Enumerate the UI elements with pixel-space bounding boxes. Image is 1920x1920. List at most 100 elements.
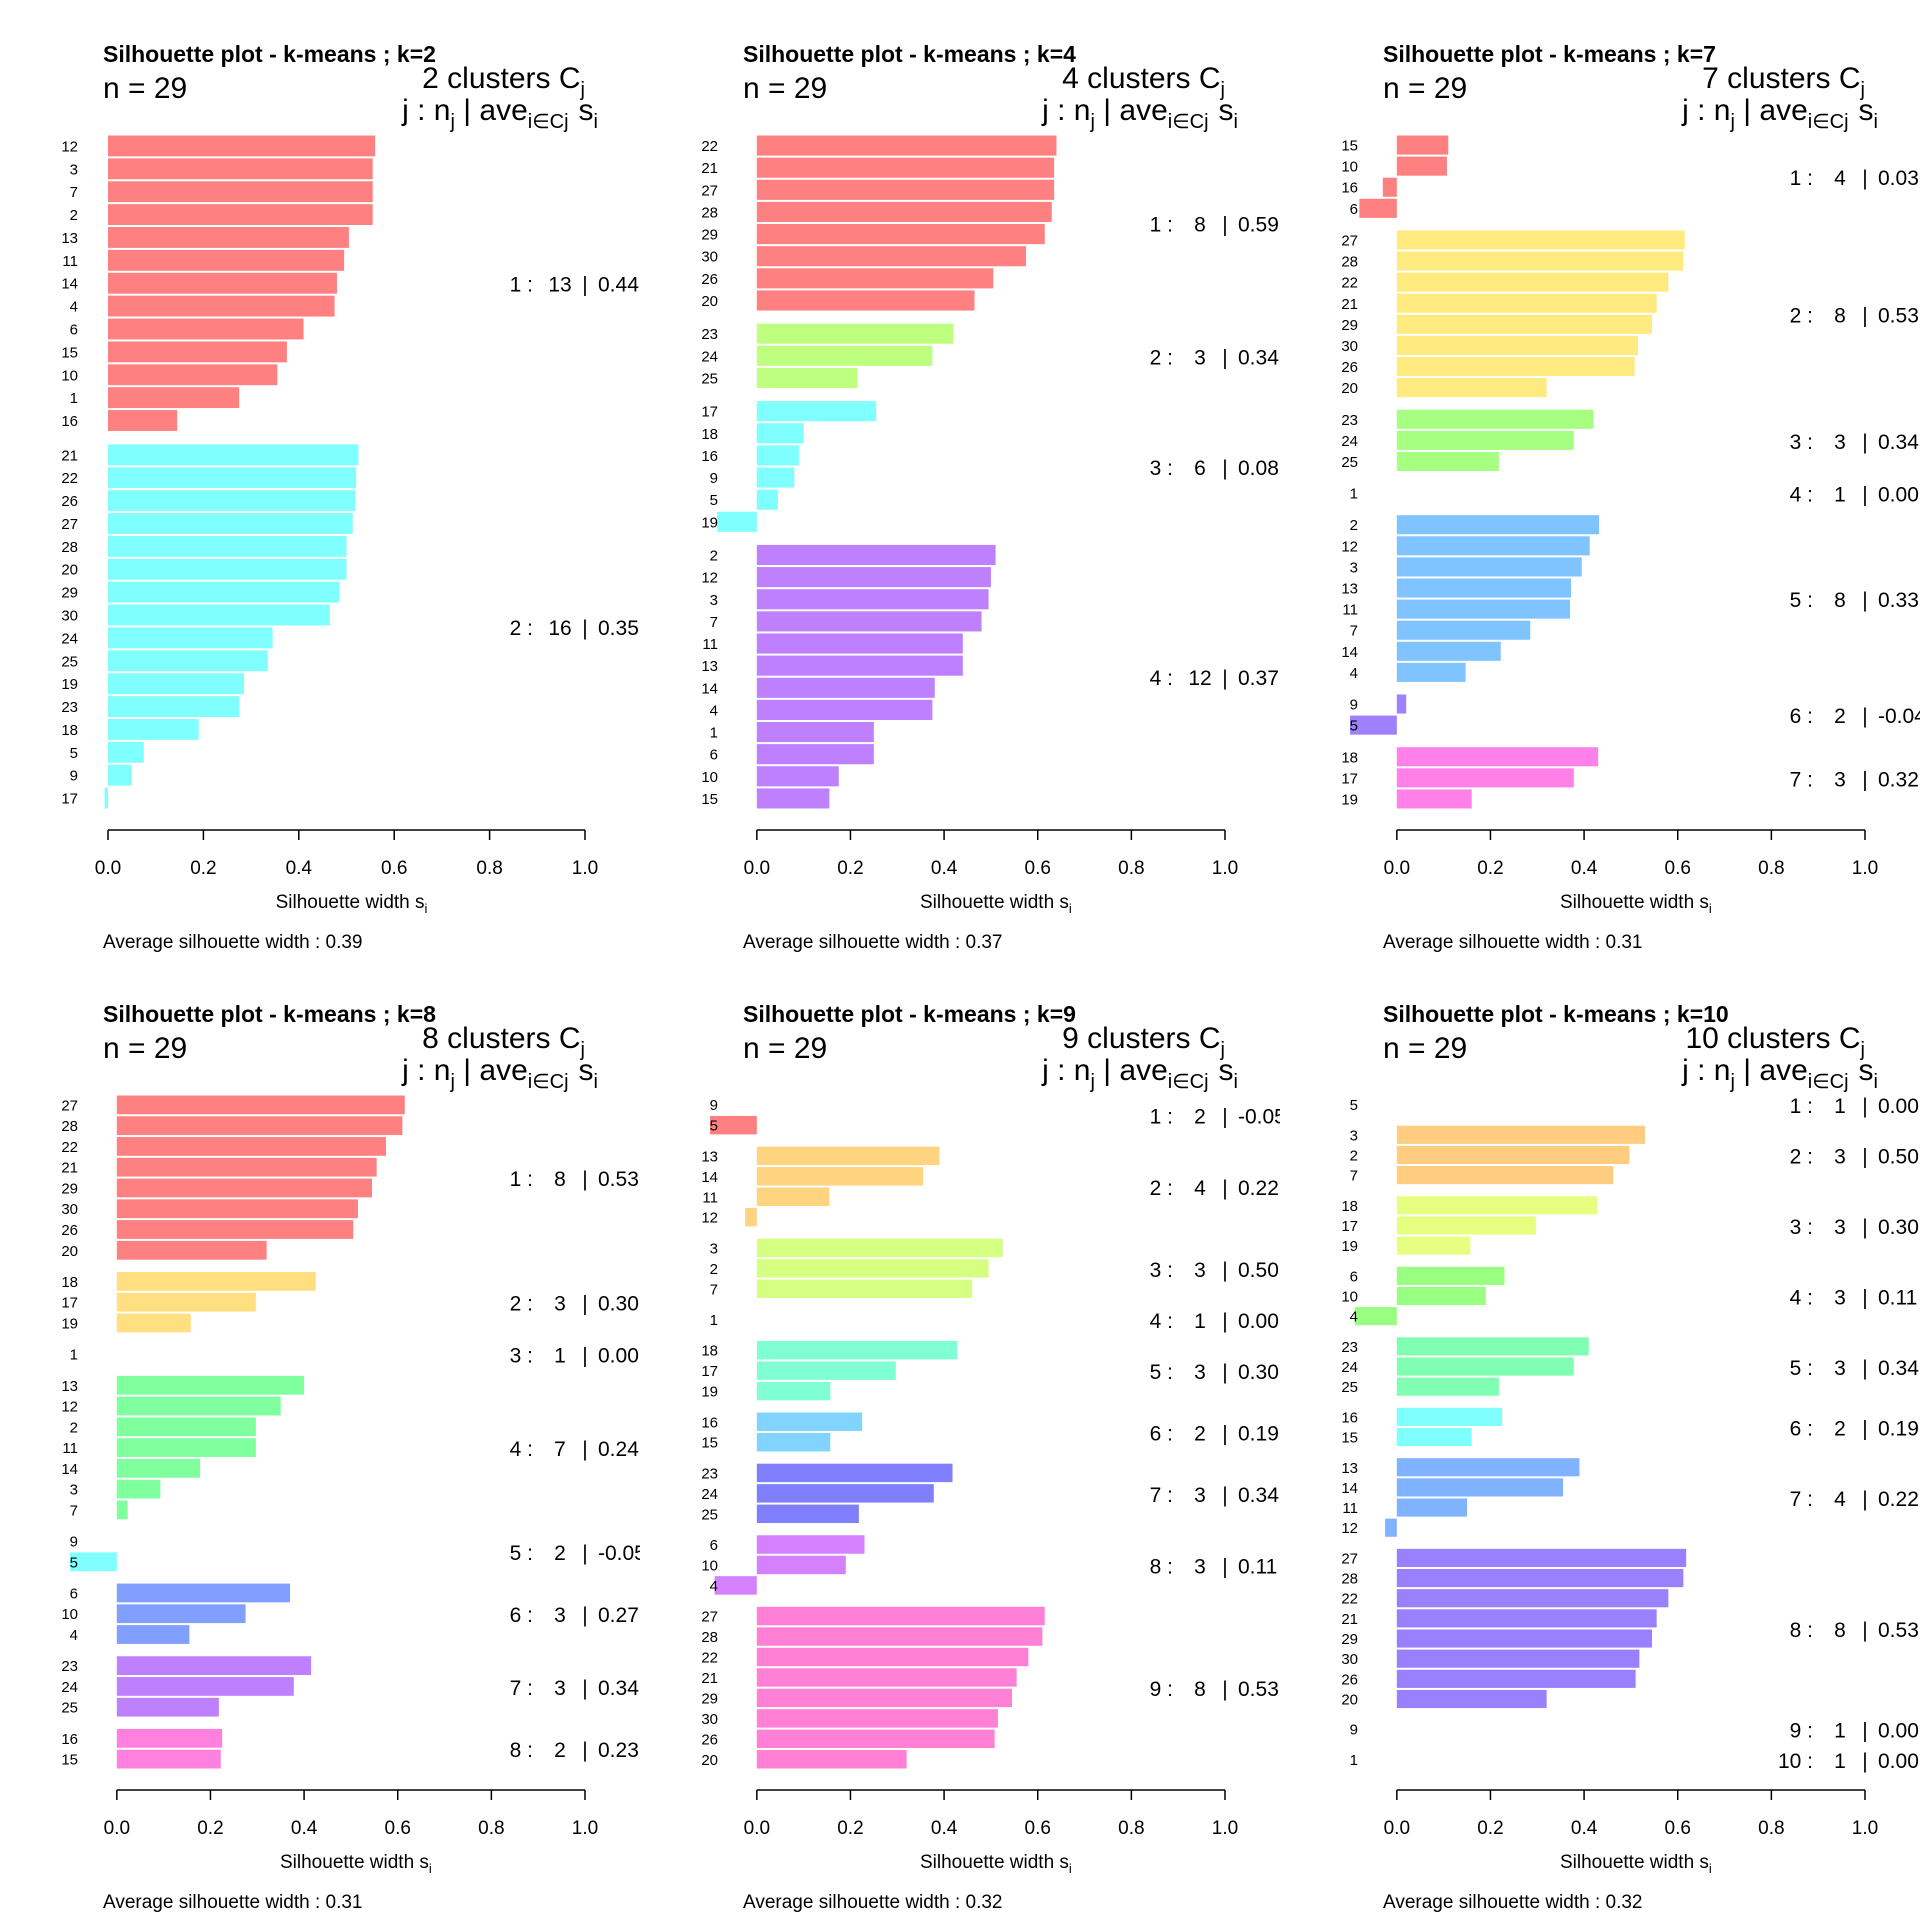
observation-label: 20 [1341, 1691, 1358, 1708]
cluster-separator: | [1222, 214, 1227, 237]
cluster-size: 8 [1834, 589, 1846, 612]
cluster-index: 2 : [1790, 304, 1813, 327]
silhouette-bar [1396, 1649, 1640, 1668]
silhouette-bar [756, 744, 874, 765]
x-tick-label: 0.6 [1025, 1818, 1051, 1839]
cluster-separator: | [1222, 1361, 1227, 1384]
cluster-summary: 3 : 3 | 0.50 [1150, 1259, 1279, 1282]
silhouette-bar [116, 1313, 191, 1333]
cluster-size: 8 [554, 1168, 566, 1191]
silhouette-bar [1396, 272, 1669, 292]
cluster-index: 3 : [510, 1345, 533, 1368]
observation-label: 27 [1341, 1550, 1358, 1567]
cluster-summary: 8 : 2 | 0.23 [510, 1739, 639, 1762]
column-header-s: s [579, 1054, 594, 1087]
n-label: n = 29 [1383, 1032, 1467, 1065]
observation-label: 6 [1350, 1268, 1358, 1285]
silhouette-bar [756, 224, 1045, 245]
observation-label: 13 [1341, 581, 1358, 598]
cluster-separator: | [1862, 1720, 1867, 1743]
observation-label: 23 [1341, 1339, 1358, 1356]
observation-label: 15 [701, 1435, 718, 1452]
observation-label: 18 [1341, 1198, 1358, 1215]
x-tick-label: 0.8 [1118, 858, 1144, 879]
observation-label: 1 [70, 1347, 78, 1364]
cluster-summary: 1 : 4 | 0.03 [1790, 167, 1919, 190]
silhouette-bar [756, 1729, 995, 1749]
cluster-index: 6 : [510, 1604, 533, 1627]
clusters-count-label: 4 clusters C [1062, 62, 1220, 95]
x-tick-label: 0.8 [476, 858, 502, 879]
observation-label: 3 [1350, 1127, 1358, 1144]
cluster-size: 2 [554, 1739, 566, 1762]
silhouette-bar [756, 323, 954, 344]
silhouette-bar [104, 787, 108, 809]
cluster-separator: | [1222, 346, 1227, 369]
observation-label: 2 [70, 1419, 78, 1436]
cluster-summary: 1 : 8 | 0.53 [510, 1168, 639, 1191]
observation-label: 9 [710, 1097, 718, 1114]
x-tick-label: 1.0 [572, 1818, 598, 1839]
observation-label: 21 [61, 1160, 78, 1177]
cluster-separator: | [1862, 1286, 1867, 1309]
observation-label: 24 [1341, 1359, 1358, 1376]
observation-label: 12 [1341, 1520, 1358, 1537]
cluster-index: 5 : [1150, 1361, 1173, 1384]
silhouette-bar [1396, 451, 1499, 471]
observation-label: 1 [70, 390, 78, 407]
observation-label: 23 [61, 1658, 78, 1675]
clusters-header: 10 clusters Cj [1685, 1022, 1865, 1061]
observation-label: 14 [701, 1169, 718, 1186]
observation-label: 12 [61, 1399, 78, 1416]
silhouette-bar [108, 604, 330, 626]
observation-label: 19 [701, 1384, 718, 1401]
silhouette-bar [756, 401, 877, 422]
x-axis-label-text: Silhouette width s [1560, 1852, 1709, 1873]
silhouette-bar [717, 511, 757, 532]
column-header-ave-sub: i∈Cj [1808, 1071, 1849, 1093]
column-header-nj-sub: j [449, 1071, 454, 1093]
silhouette-bar [756, 1361, 896, 1380]
clusters-count-label: 9 clusters C [1062, 1022, 1220, 1055]
silhouette-bar [108, 410, 178, 431]
x-tick-label: 0.2 [197, 1818, 223, 1839]
observation-label: 22 [701, 1650, 718, 1667]
silhouette-bar [116, 1157, 377, 1177]
observation-label: 21 [1341, 296, 1358, 313]
silhouette-bar [116, 1625, 190, 1644]
n-label: n = 29 [743, 1032, 827, 1065]
cluster-size: 3 [1834, 1357, 1846, 1380]
observation-label: 30 [61, 1201, 78, 1218]
cluster-index: 2 : [510, 617, 533, 640]
cluster-separator: | [1222, 1310, 1227, 1333]
cluster-index: 1 : [1150, 1105, 1173, 1128]
silhouette-bar [756, 589, 989, 610]
cluster-separator: | [1862, 431, 1867, 454]
observation-label: 27 [1341, 232, 1358, 249]
silhouette-chart-svg: Silhouette plot - k-means ; k=2 n = 29 2 c… [61, 41, 639, 953]
cluster-separator: | [1222, 1555, 1227, 1578]
cluster-size: 3 [1194, 1361, 1206, 1384]
observation-label: 16 [1341, 1409, 1358, 1426]
x-tick-label: 0.2 [1477, 1818, 1503, 1839]
silhouette-bar [1396, 1216, 1536, 1235]
cluster-size: 3 [1194, 1259, 1206, 1282]
cluster-summary: 2 : 4 | 0.22 [1150, 1177, 1279, 1200]
observation-label: 4 [1350, 1309, 1358, 1326]
observation-label: 22 [1341, 275, 1358, 292]
silhouette-bar [108, 272, 337, 294]
x-tick-label: 1.0 [1852, 858, 1878, 879]
cluster-avg-width: 0.11 [1238, 1555, 1277, 1578]
column-header-j: j : n [1681, 1054, 1730, 1087]
cluster-size: 8 [1834, 304, 1846, 327]
chart-title: Silhouette plot - k-means ; k=7 [1383, 41, 1716, 67]
silhouette-bar [1396, 1458, 1580, 1477]
cluster-summary: 2 : 3 | 0.30 [510, 1293, 639, 1316]
observation-label: 4 [70, 299, 78, 316]
average-silhouette-width: Average silhouette width : 0.32 [743, 1892, 1003, 1913]
observation-label: 19 [61, 676, 78, 693]
x-tick-label: 0.2 [1477, 858, 1503, 879]
silhouette-bar [108, 295, 335, 317]
silhouette-bar [756, 766, 839, 787]
cluster-avg-width: 0.23 [598, 1739, 639, 1762]
